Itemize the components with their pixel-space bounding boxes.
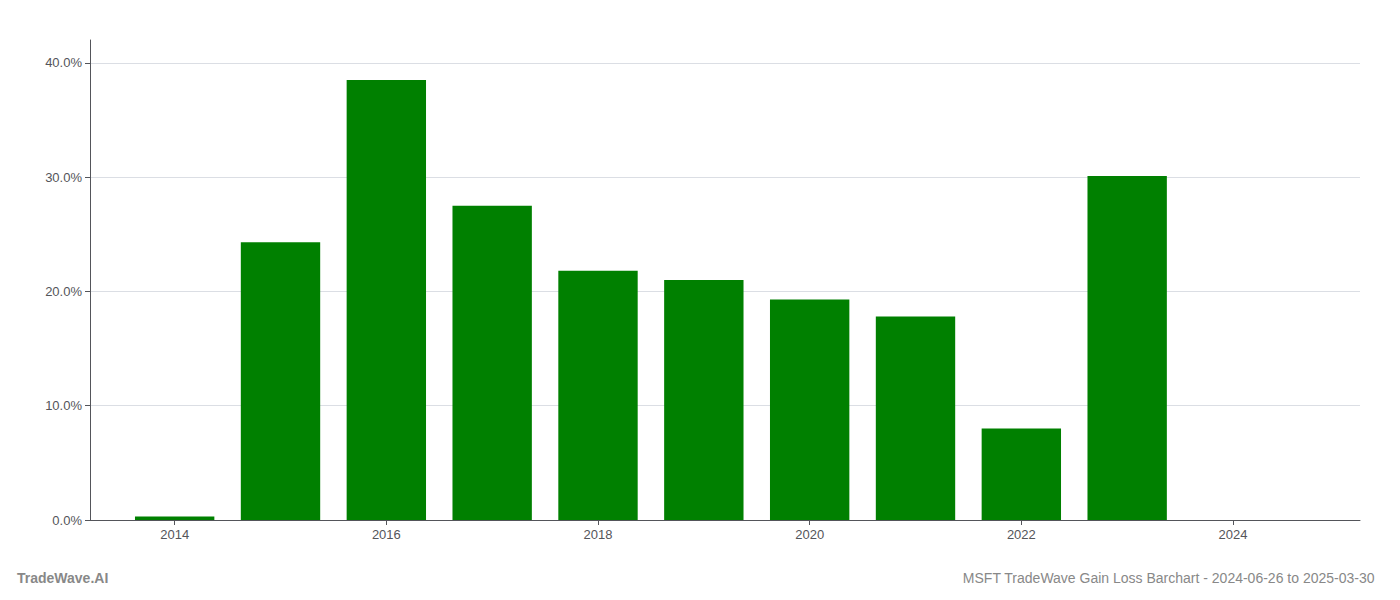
svg-text:40.0%: 40.0% (45, 55, 82, 70)
svg-text:2014: 2014 (160, 527, 189, 542)
svg-text:20.0%: 20.0% (45, 284, 82, 299)
svg-text:2024: 2024 (1219, 527, 1248, 542)
svg-text:10.0%: 10.0% (45, 398, 82, 413)
svg-text:30.0%: 30.0% (45, 170, 82, 185)
svg-text:TradeWave.AI: TradeWave.AI (17, 570, 108, 586)
svg-text:MSFT TradeWave Gain Loss Barch: MSFT TradeWave Gain Loss Barchart - 2024… (963, 570, 1375, 586)
svg-text:2020: 2020 (795, 527, 824, 542)
svg-text:0.0%: 0.0% (52, 513, 82, 528)
svg-text:2016: 2016 (372, 527, 401, 542)
svg-text:2022: 2022 (1007, 527, 1036, 542)
svg-text:2018: 2018 (584, 527, 613, 542)
